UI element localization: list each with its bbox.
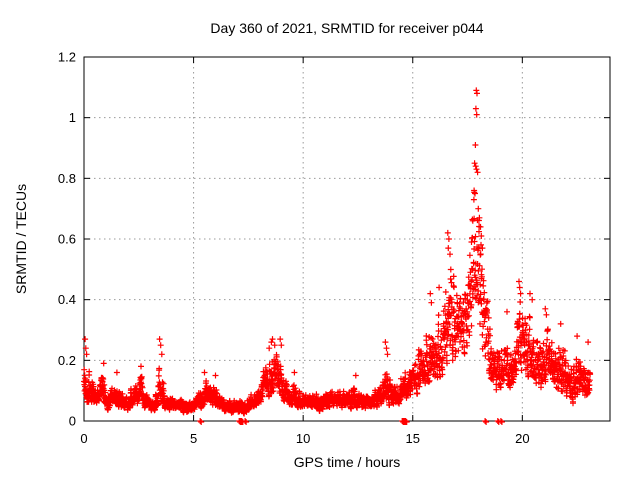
y-tick-label: 1 bbox=[69, 110, 76, 125]
x-tick-label: 10 bbox=[296, 431, 310, 446]
data-points bbox=[81, 87, 594, 425]
gridlines bbox=[84, 57, 610, 421]
x-tick-label: 15 bbox=[406, 431, 420, 446]
chart-title: Day 360 of 2021, SRMTID for receiver p04… bbox=[210, 20, 483, 36]
y-axis-label: SRMTID / TECUs bbox=[13, 184, 29, 294]
x-tick-label: 20 bbox=[515, 431, 529, 446]
y-tick-label: 0.6 bbox=[58, 232, 76, 247]
x-axis-label: GPS time / hours bbox=[294, 454, 401, 470]
y-tick-label: 0.8 bbox=[58, 171, 76, 186]
y-tick-label: 0.2 bbox=[58, 353, 76, 368]
y-tick-label: 1.2 bbox=[58, 50, 76, 65]
y-tick-label: 0.4 bbox=[58, 292, 76, 307]
tick-labels: 0 5 10 15 20 0 0.2 0.4 0.6 0.8 1 1.2 bbox=[58, 50, 530, 447]
x-tick-label: 5 bbox=[190, 431, 197, 446]
x-tick-label: 0 bbox=[80, 431, 87, 446]
scatter-points-path bbox=[81, 87, 594, 425]
plot-border-and-ticks bbox=[83, 56, 611, 422]
y-tick-label: 0 bbox=[69, 414, 76, 429]
